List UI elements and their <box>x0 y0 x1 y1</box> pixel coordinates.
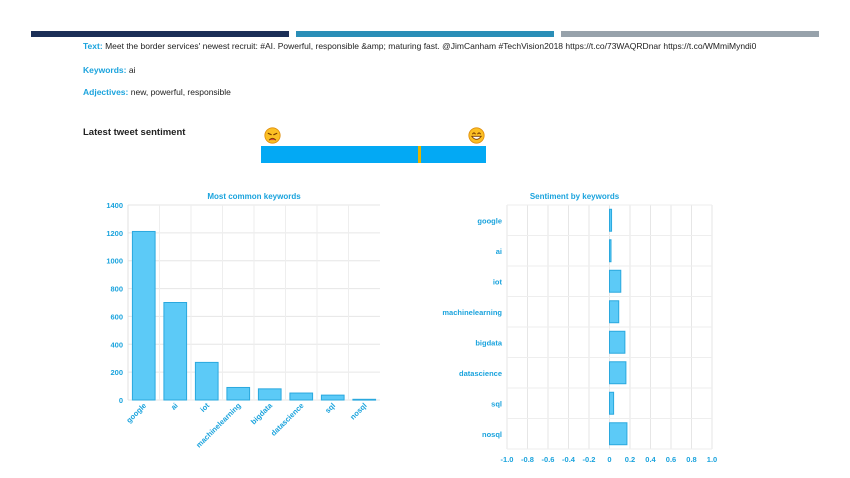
bar-datascience <box>609 361 627 385</box>
sentiment-title: Latest tweet sentiment <box>83 127 186 138</box>
x-tick-label: -0.2 <box>583 455 596 464</box>
tweet-adjectives-value: new, powerful, responsible <box>130 87 231 97</box>
sad-face-icon <box>264 127 281 144</box>
tweet-text-value: Meet the border services' newest recruit… <box>105 41 757 51</box>
x-tick-label: 0.6 <box>666 455 676 464</box>
bar-bigdata <box>609 330 626 354</box>
y-tick-label: 800 <box>110 285 123 294</box>
bar-iot <box>194 361 219 401</box>
y-tick-label: datascience <box>459 369 502 378</box>
tweet-adjectives-label: Adjectives: <box>83 87 129 97</box>
top-bar-segment-3 <box>561 31 819 37</box>
bar-ai <box>609 239 612 263</box>
x-tick-label: 0 <box>607 455 611 464</box>
sentiment-keywords-chart: Sentiment by keywords -1.0 -0.8 -0.6 -0.4 -0.… <box>442 192 717 464</box>
y-tick-label: 200 <box>110 368 123 377</box>
keywords-chart: Most common keywords 0 200 400 600 800 1000 120… <box>106 192 380 450</box>
y-tick-label: 1400 <box>106 201 123 210</box>
bar-sql <box>320 394 345 401</box>
x-tick-label: 0.2 <box>625 455 635 464</box>
tweet-adjectives-row: Adjectives: new, powerful, responsible <box>83 87 231 97</box>
bar-iot <box>609 269 622 293</box>
bar-machinelearning <box>609 300 620 324</box>
happy-face-icon <box>468 127 485 144</box>
y-tick-label: bigdata <box>475 338 502 347</box>
tweet-text-row: Text: Meet the border services' newest r… <box>83 41 756 51</box>
x-tick-label: -0.8 <box>521 455 534 464</box>
bar-google <box>131 230 156 401</box>
x-tick-label: 0.4 <box>645 455 656 464</box>
bar-bigdata <box>257 388 282 401</box>
bar-nosql <box>352 398 377 401</box>
x-tick-label: -1.0 <box>501 455 514 464</box>
chart-title: Sentiment by keywords <box>530 192 620 201</box>
bar-sql <box>609 391 615 415</box>
tweet-keywords-row: Keywords: ai <box>83 65 135 75</box>
y-tick-label: ai <box>496 247 502 256</box>
x-tick-label: -0.4 <box>562 455 576 464</box>
x-tick-label: ai <box>169 401 180 412</box>
y-tick-label: sql <box>491 399 502 408</box>
x-tick-label: iot <box>198 401 211 414</box>
sentiment-meter <box>261 146 486 163</box>
y-tick-label: iot <box>493 277 503 286</box>
y-tick-label: google <box>477 216 502 225</box>
tweet-text-label: Text: <box>83 41 103 51</box>
x-tick-label: 0.8 <box>686 455 696 464</box>
y-tick-label: 600 <box>110 312 123 321</box>
x-tick-label: bigdata <box>249 400 275 426</box>
x-tick-label: -0.6 <box>542 455 555 464</box>
top-bar-segment-2 <box>296 31 554 37</box>
tweet-keywords-label: Keywords: <box>83 65 127 75</box>
y-tick-label: 1200 <box>106 229 123 238</box>
top-bar-segment-1 <box>31 31 289 37</box>
x-tick-label: 1.0 <box>707 455 717 464</box>
tweet-keywords-value: ai <box>128 65 136 75</box>
bar-ai <box>163 302 188 401</box>
bar-machinelearning <box>226 386 251 401</box>
x-tick-label: google <box>124 401 148 425</box>
y-tick-label: 1000 <box>106 257 123 266</box>
bar-datascience <box>289 392 314 401</box>
y-tick-label: 400 <box>110 340 123 349</box>
bar-nosql <box>609 422 628 446</box>
y-tick-label: machinelearning <box>442 308 502 317</box>
sentiment-marker <box>418 146 422 163</box>
y-tick-label: nosql <box>482 430 502 439</box>
x-tick-label: sql <box>323 401 337 415</box>
y-tick-label: 0 <box>119 396 123 405</box>
bar-google <box>609 208 613 232</box>
chart-title: Most common keywords <box>207 192 301 201</box>
x-tick-label: datascience <box>269 401 306 438</box>
x-tick-label: nosql <box>348 401 369 422</box>
